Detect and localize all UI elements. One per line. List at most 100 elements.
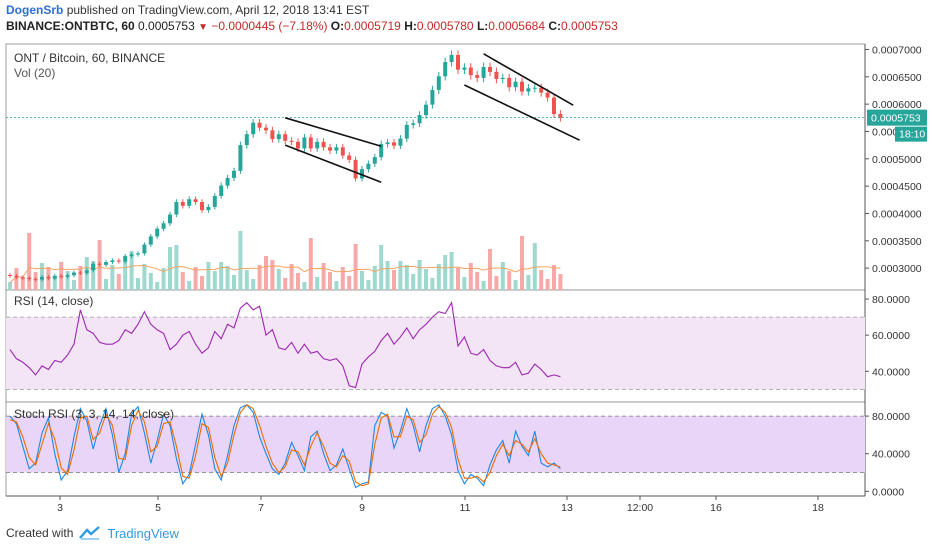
tradingview-logo-icon — [79, 526, 101, 540]
volume-bar — [443, 255, 448, 290]
volume-bar — [72, 280, 76, 290]
candle-body — [78, 272, 83, 274]
candle-body — [430, 89, 435, 105]
price-tick-label: 0.0005000 — [872, 154, 922, 166]
candle-body — [321, 141, 326, 148]
volume-bar — [142, 264, 147, 290]
candle-body — [238, 145, 243, 171]
channel-2-lower — [464, 84, 580, 141]
open-label: O: — [330, 19, 345, 33]
volume-bar — [136, 278, 140, 290]
volume-bar — [353, 244, 358, 290]
candle-body — [315, 141, 320, 149]
time-tick-label: 11 — [460, 502, 471, 514]
volume-bar — [276, 269, 281, 290]
footer: Created with TradingView — [6, 523, 179, 543]
publish-text: published on TradingView.com, April 12, … — [66, 3, 370, 17]
stoch-tick-label: 0.0000 — [872, 486, 904, 498]
publish-line: DogenSrb published on TradingView.com, A… — [6, 2, 369, 18]
candle-body — [302, 137, 307, 149]
candle-body — [148, 236, 153, 245]
volume-bar — [321, 263, 326, 290]
volume-bar — [449, 252, 454, 290]
volume-bar — [500, 262, 505, 290]
candle-body — [200, 201, 204, 211]
volume-bar — [545, 279, 550, 290]
volume-bar — [366, 280, 371, 290]
candle-body — [257, 122, 262, 128]
candle-body — [232, 170, 236, 178]
volume-bar — [193, 267, 198, 290]
candle-body — [475, 75, 480, 78]
volume-bar — [238, 231, 243, 290]
candle-body — [174, 201, 179, 215]
candle-body — [353, 159, 358, 179]
volume-bar — [520, 236, 524, 290]
candle-body — [40, 276, 44, 280]
channel-1-upper — [284, 117, 382, 147]
rsi-tick-label: 40.0000 — [872, 366, 910, 378]
volume-bar — [206, 262, 211, 290]
candle-body — [545, 92, 550, 98]
candle-body — [251, 122, 256, 135]
volume-bar — [526, 275, 531, 290]
price-tick-label: 0.0003500 — [872, 236, 922, 248]
stoch-d-line — [9, 404, 561, 487]
time-tick-label: 12:00 — [627, 502, 653, 514]
candle-body — [532, 87, 537, 89]
candle-body — [443, 62, 448, 77]
volume-label: Vol (20) — [14, 66, 55, 80]
candle-body — [65, 275, 70, 277]
volume-bar — [129, 251, 134, 290]
time-tick-label: 7 — [258, 502, 264, 514]
candle-body — [398, 138, 403, 146]
candle-body — [8, 275, 12, 277]
close-value: 0.0005753 — [561, 19, 618, 33]
candle-body — [334, 147, 339, 151]
candle-body — [168, 214, 172, 224]
volume-bar — [212, 271, 217, 290]
volume-bar — [155, 282, 160, 290]
candle-body — [366, 163, 371, 170]
candle-body — [59, 275, 64, 277]
price-tick-label: 0.0004500 — [872, 181, 922, 193]
candle-body — [468, 67, 473, 76]
chart-area[interactable]: 0.00070000.00065000.00060000.00055000.00… — [0, 40, 932, 516]
volume-bar — [308, 238, 313, 290]
candle-body — [212, 195, 217, 207]
stoch-pane-title: Stoch RSI (3, 3, 14, 14, close) — [14, 407, 174, 421]
tradingview-brand[interactable]: TradingView — [107, 525, 179, 541]
price-pane-title: ONT / Bitcoin, 60, BINANCE — [14, 51, 165, 65]
volume-bar — [347, 276, 352, 290]
candle-body — [14, 275, 19, 278]
candle-body — [46, 276, 51, 279]
candle-body — [142, 244, 147, 254]
volume-ma-line — [9, 265, 561, 284]
candle-body — [392, 142, 396, 146]
volume-bar — [539, 270, 544, 290]
volume-bar — [494, 276, 499, 290]
candle-body — [436, 76, 441, 90]
candle-body — [424, 104, 428, 116]
volume-bar — [532, 243, 537, 290]
candle-body — [558, 113, 563, 118]
volume-bar — [398, 261, 403, 290]
volume-bar — [232, 275, 236, 290]
time-tick-label: 13 — [561, 502, 573, 514]
stoch-band — [6, 416, 865, 473]
time-tick-label: 16 — [710, 502, 722, 514]
volume-bar — [123, 260, 128, 290]
candle-body — [328, 147, 332, 151]
candle-body — [417, 115, 422, 124]
volume-bar — [180, 272, 185, 290]
volume-bar — [372, 266, 377, 290]
candle-body — [488, 66, 492, 72]
volume-bar — [257, 265, 262, 290]
stoch-tick-label: 40.0000 — [872, 449, 910, 461]
price-tick-label: 0.0003000 — [872, 263, 922, 275]
author-name[interactable]: DogenSrb — [6, 3, 64, 17]
stoch-k-line — [9, 404, 561, 489]
volume-bar — [468, 263, 473, 290]
symbol-line: BINANCE:ONTBTC, 60 0.0005753 ▼ −0.000044… — [6, 18, 618, 34]
price-tick-label: 0.0007000 — [872, 44, 922, 56]
